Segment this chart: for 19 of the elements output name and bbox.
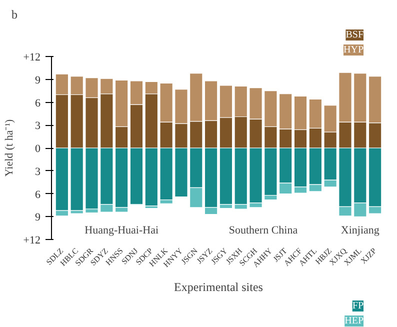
text: BSF: [346, 30, 364, 40]
y-tick-label: +12: [23, 52, 41, 64]
y-tick-label: 9: [35, 74, 41, 86]
annotation: Southern China: [228, 224, 298, 236]
y-tick-label: 0: [35, 143, 41, 155]
y-axis-title: Yield (t ha⁻¹): [3, 118, 16, 177]
y-tick-label: 6: [35, 188, 41, 201]
text: HEP: [344, 316, 364, 326]
x-axis-title: Experimental sites: [174, 280, 264, 294]
y-tick-label: 3: [35, 166, 41, 178]
text: b: [12, 8, 18, 22]
y-tick-label: +12: [23, 234, 41, 246]
y-tick-label: 6: [35, 97, 41, 110]
series-label: HYP: [343, 44, 364, 56]
annotation: Huang-Huai-Hai: [84, 224, 159, 236]
y-tick-label: 9: [35, 212, 41, 224]
annotation: Xinjiang: [340, 224, 380, 236]
text: FP: [352, 300, 364, 312]
y-tick-label: 3: [35, 120, 41, 132]
